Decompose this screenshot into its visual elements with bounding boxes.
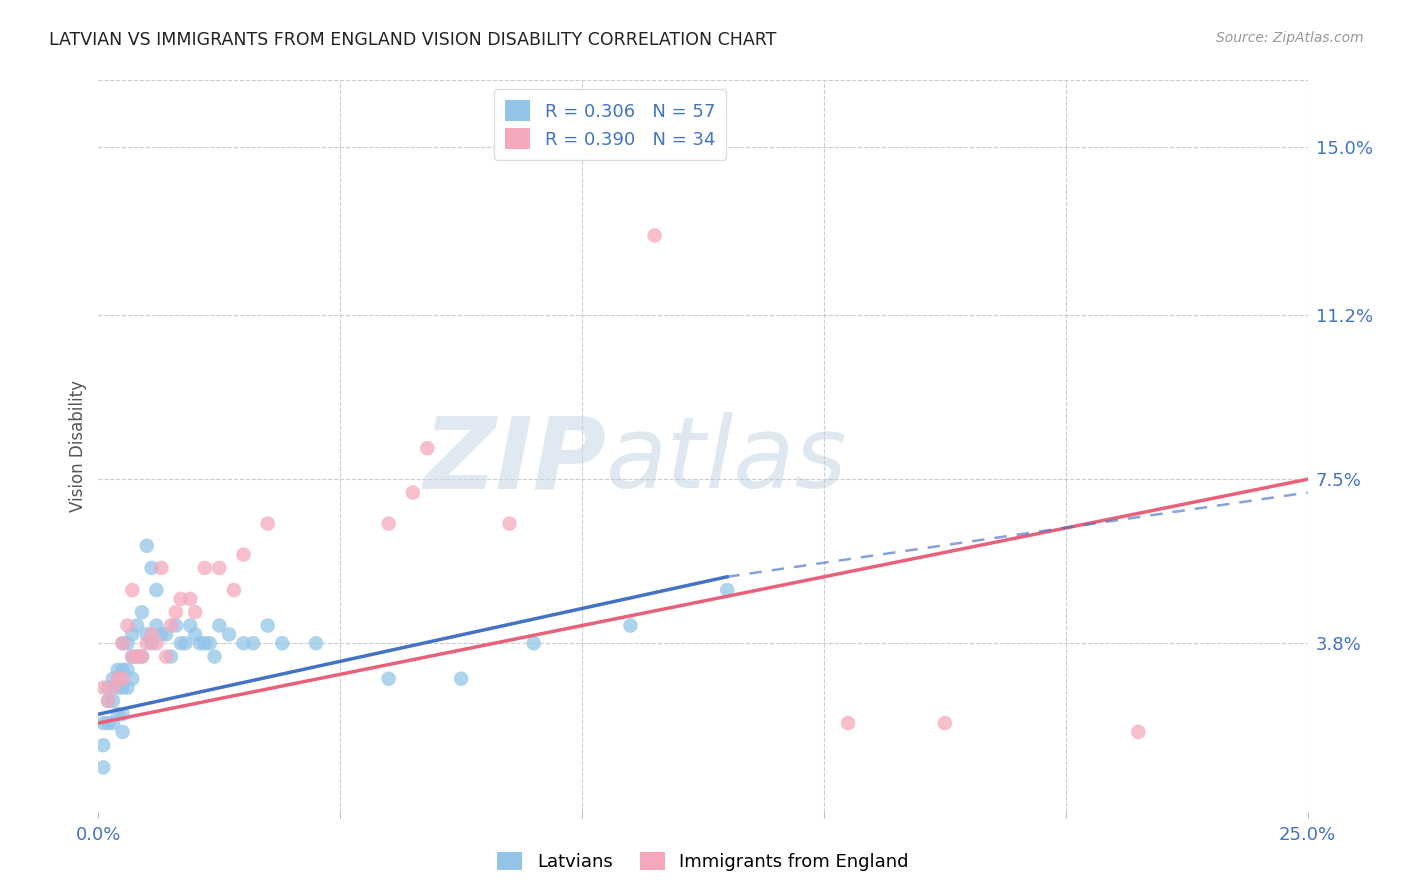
- Point: [145, 636, 167, 650]
- Point: [1128, 725, 1150, 739]
- Point: [97, 681, 120, 695]
- Point: [165, 618, 187, 632]
- Point: [111, 707, 134, 722]
- Point: [121, 672, 143, 686]
- Point: [204, 649, 226, 664]
- Point: [305, 636, 328, 650]
- Point: [117, 636, 139, 650]
- Point: [131, 649, 153, 664]
- Point: [184, 627, 207, 641]
- Point: [107, 681, 129, 695]
- Point: [127, 649, 149, 664]
- Point: [169, 636, 191, 650]
- Point: [194, 636, 217, 650]
- Point: [155, 627, 177, 641]
- Point: [179, 618, 201, 632]
- Point: [169, 591, 191, 606]
- Point: [101, 716, 124, 731]
- Point: [256, 618, 278, 632]
- Point: [91, 681, 114, 695]
- Point: [198, 636, 221, 650]
- Point: [523, 636, 546, 650]
- Point: [218, 627, 240, 641]
- Point: [107, 663, 129, 677]
- Point: [111, 636, 134, 650]
- Point: [135, 636, 157, 650]
- Point: [716, 583, 738, 598]
- Point: [208, 561, 231, 575]
- Point: [117, 663, 139, 677]
- Point: [619, 618, 641, 632]
- Point: [416, 441, 439, 455]
- Point: [97, 694, 120, 708]
- Point: [377, 516, 399, 531]
- Point: [242, 636, 264, 650]
- Point: [208, 618, 231, 632]
- Point: [107, 672, 129, 686]
- Point: [131, 649, 153, 664]
- Point: [121, 649, 143, 664]
- Point: [127, 618, 149, 632]
- Point: [91, 716, 114, 731]
- Point: [145, 618, 167, 632]
- Text: ZIP: ZIP: [423, 412, 606, 509]
- Point: [377, 672, 399, 686]
- Point: [184, 605, 207, 619]
- Point: [934, 716, 956, 731]
- Point: [111, 672, 134, 686]
- Point: [145, 583, 167, 598]
- Point: [91, 760, 114, 774]
- Point: [232, 636, 254, 650]
- Point: [402, 485, 425, 500]
- Point: [101, 694, 124, 708]
- Legend: R = 0.306   N = 57, R = 0.390   N = 34: R = 0.306 N = 57, R = 0.390 N = 34: [495, 89, 727, 160]
- Y-axis label: Vision Disability: Vision Disability: [69, 380, 87, 512]
- Point: [91, 738, 114, 752]
- Point: [232, 548, 254, 562]
- Point: [135, 539, 157, 553]
- Point: [165, 605, 187, 619]
- Point: [194, 561, 217, 575]
- Point: [121, 649, 143, 664]
- Point: [117, 618, 139, 632]
- Point: [450, 672, 472, 686]
- Point: [174, 636, 197, 650]
- Point: [127, 649, 149, 664]
- Point: [160, 649, 183, 664]
- Point: [121, 583, 143, 598]
- Point: [101, 681, 124, 695]
- Point: [131, 605, 153, 619]
- Point: [141, 636, 163, 650]
- Point: [121, 627, 143, 641]
- Point: [498, 516, 520, 531]
- Point: [111, 636, 134, 650]
- Point: [97, 694, 120, 708]
- Point: [107, 707, 129, 722]
- Point: [111, 681, 134, 695]
- Point: [160, 618, 183, 632]
- Legend: Latvians, Immigrants from England: Latvians, Immigrants from England: [489, 845, 917, 879]
- Point: [111, 663, 134, 677]
- Point: [155, 649, 177, 664]
- Point: [97, 716, 120, 731]
- Point: [837, 716, 859, 731]
- Point: [179, 591, 201, 606]
- Point: [256, 516, 278, 531]
- Point: [101, 672, 124, 686]
- Point: [141, 561, 163, 575]
- Point: [644, 228, 666, 243]
- Text: atlas: atlas: [606, 412, 848, 509]
- Point: [150, 627, 173, 641]
- Text: Source: ZipAtlas.com: Source: ZipAtlas.com: [1216, 31, 1364, 45]
- Point: [188, 636, 211, 650]
- Point: [150, 561, 173, 575]
- Point: [141, 627, 163, 641]
- Point: [111, 725, 134, 739]
- Point: [222, 583, 245, 598]
- Text: LATVIAN VS IMMIGRANTS FROM ENGLAND VISION DISABILITY CORRELATION CHART: LATVIAN VS IMMIGRANTS FROM ENGLAND VISIO…: [49, 31, 776, 49]
- Point: [271, 636, 294, 650]
- Point: [117, 681, 139, 695]
- Point: [135, 627, 157, 641]
